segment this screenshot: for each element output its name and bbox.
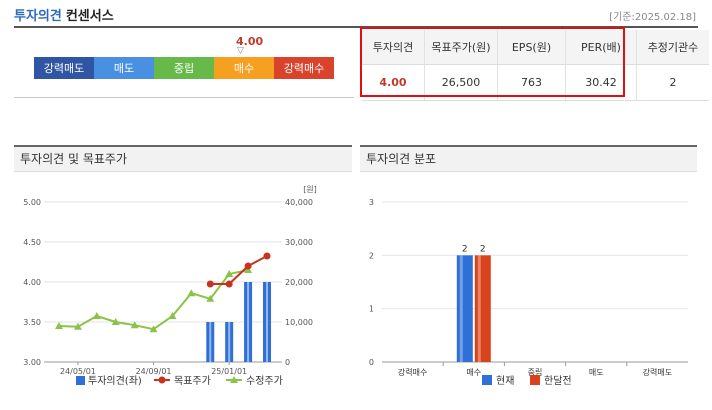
opinion-bar-highlight [209,322,212,362]
adjusted-price-point [92,312,101,319]
x-tick-label: 매도 [589,368,604,377]
y-right-tick-label: 0 [285,358,290,367]
y-left-tick-label: 4.50 [23,238,41,247]
opinion-scale: 강력매도 매도 중립 매수 강력매수 [34,57,334,79]
bar-data-label: 2 [462,244,468,254]
opinion-target-panel: 투자의견 및 목표주가 3.00 0 3.50 10,000 4.00 20,000 4.5… [14,145,352,405]
y-tick-label: 2 [369,251,374,260]
series-line [210,255,268,285]
x-tick-label: 매수 [466,368,481,377]
scale-segment-0: 강력매도 [34,57,94,79]
value-eps: 763 [497,64,566,101]
distribution-bar-highlight [477,255,481,362]
value-institutions: 2 [636,64,709,101]
x-tick-label: 강력매수 [398,367,427,377]
y-left-tick-label: 3.50 [23,318,41,327]
x-tick-label: 24/09/01 [136,367,172,376]
y-right-tick-label: 10,000 [285,318,313,327]
value-target-price: 26,500 [424,64,498,101]
y-left-tick-label: 5.00 [23,198,41,207]
legend-label: 투자의견(좌) [88,375,142,387]
opinion-bar-highlight [228,322,231,362]
opinion-bar-highlight [247,282,250,362]
target-price-point [244,262,252,270]
legend-swatch-opinion [76,376,85,385]
legend-swatch [530,375,540,385]
adjusted-price-point [206,294,215,302]
reference-date: [기준:2025.02.18] [609,12,696,23]
legend-label: 목표주가 [174,375,211,387]
panel-title: 투자의견 및 목표주가 [14,147,352,172]
adjusted-price-point [73,322,82,330]
header-divider [14,26,698,28]
adjusted-price-point [130,321,139,329]
distribution-bar [456,255,473,362]
y-tick-label: 0 [369,358,374,367]
highlight-box [360,27,625,97]
adjusted-price-point [225,270,234,277]
adjusted-price-point [111,318,120,325]
title-rest: 컨센서스 [65,9,114,24]
legend-label: 수정주가 [246,375,283,387]
legend-swatch [482,375,492,385]
y-left-tick-label: 3.00 [23,358,41,367]
adjusted-price-point [187,289,196,297]
header-target-price: 목표주가(원) [424,30,498,65]
target-price-point [263,252,271,260]
value-opinion: 4.00 [362,64,425,101]
scale-segment-4: 강력매수 [274,57,334,79]
y-tick-label: 3 [369,198,374,207]
adjusted-price-point [168,312,177,319]
target-price-point [225,280,233,288]
x-tick-label: 24/05/01 [60,367,96,376]
scale-segment-1: 매도 [94,57,154,79]
y-right-tick-label: 30,000 [285,238,313,247]
x-tick-label: 중립 [528,368,543,377]
series-line [58,269,249,331]
panel-title: 투자의견 분포 [360,147,697,172]
scale-segment-2: 중립 [154,57,214,79]
target-price-point [206,280,214,288]
distribution-bar-highlight [459,255,463,362]
x-tick-label: 25/01/01 [211,367,247,376]
divider [14,97,354,98]
bar-data-label: 2 [480,244,486,254]
legend-label: 현재 [496,375,514,387]
y-left-tick-label: 4.00 [23,278,41,287]
opinion-target-chart: 3.00 0 3.50 10,000 4.00 20,000 4.50 30,000 5.00 4… [23,185,317,387]
y-right-unit: [원] [303,185,317,194]
adjusted-price-point [149,325,158,333]
header-opinion: 투자의견 [362,30,425,65]
down-triangle-icon: ▽ [237,46,244,56]
opinion-value-marker: 4.00 [236,35,264,48]
y-right-tick-label: 40,000 [285,198,313,207]
opinion-bar-highlight [266,282,268,362]
header-institutions: 추정기관수 [636,30,709,65]
legend-marker-adjusted [230,376,238,383]
consensus-table: 투자의견 목표주가(원) EPS(원) PER(배) 추정기관수 4.00 26… [362,30,709,101]
y-right-tick-label: 20,000 [285,278,313,287]
legend-marker-target [158,376,166,384]
legend-label: 한달전 [544,375,572,387]
adjusted-price-point [55,322,63,329]
header-eps: EPS(원) [497,30,566,65]
distribution-bar [474,255,491,362]
title-colored: 투자의견 [14,9,62,24]
section-title: 투자의견 컨센서스 [14,5,114,24]
scale-segment-3: 매수 [214,57,274,79]
x-tick-label: 강력매도 [643,367,672,377]
y-tick-label: 1 [369,305,374,314]
